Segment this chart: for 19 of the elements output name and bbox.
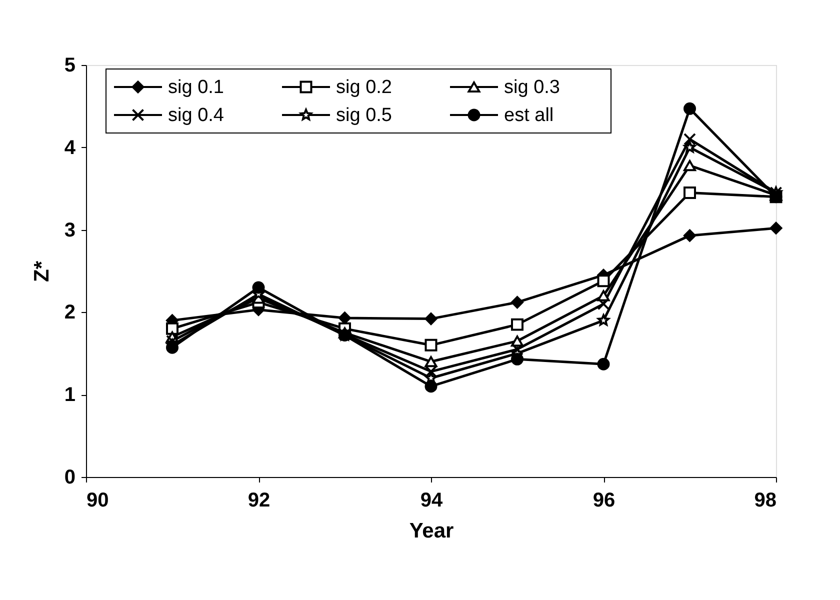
y-tick-label: 2 xyxy=(64,302,76,324)
legend-label: sig 0.3 xyxy=(504,77,560,98)
x-tick-label: 98 xyxy=(754,490,776,512)
legend-label: sig 0.1 xyxy=(168,77,224,98)
legend-label: sig 0.2 xyxy=(336,77,392,98)
y-tick-label: 5 xyxy=(64,54,76,76)
legend-label: sig 0.5 xyxy=(336,105,392,126)
y-tick-label: 3 xyxy=(64,219,76,242)
y-axis-title: Z* xyxy=(30,260,54,282)
x-axis-title: Year xyxy=(409,520,454,542)
x-tick-label: 90 xyxy=(86,490,109,512)
x-tick-label: 94 xyxy=(420,490,444,512)
y-tick-label: 0 xyxy=(64,466,76,488)
x-tick-label: 92 xyxy=(248,490,270,512)
legend-label: sig 0.4 xyxy=(168,105,224,126)
y-tick-label: 1 xyxy=(64,384,76,406)
x-tick-label: 96 xyxy=(592,490,616,512)
y-tick-label: 4 xyxy=(64,136,76,159)
legend-label: est all xyxy=(504,105,554,126)
